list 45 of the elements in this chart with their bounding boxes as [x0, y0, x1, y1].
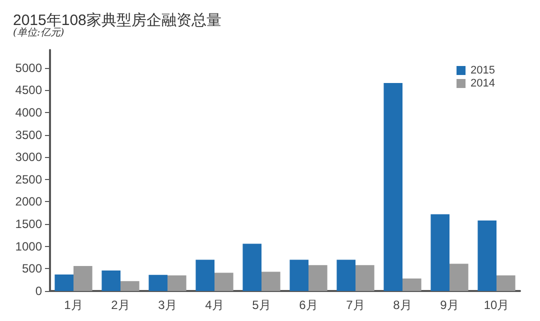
x-tick-label: 3月: [158, 298, 177, 312]
bar: [54, 274, 74, 291]
y-tick-label: 2000: [15, 194, 42, 209]
x-tick-label: 6月: [299, 298, 318, 312]
y-tick-label: 500: [22, 262, 42, 276]
bar: [120, 281, 140, 291]
x-tick-label: 8月: [393, 298, 412, 312]
bar: [450, 264, 468, 291]
y-tick-label: 1500: [15, 217, 42, 232]
bar: [74, 266, 92, 291]
x-tick-label: 5月: [252, 298, 271, 312]
x-tick-label: 7月: [346, 298, 365, 312]
bar: [242, 244, 262, 291]
bar: [402, 278, 422, 291]
y-tick-label: 1000: [15, 239, 42, 254]
y-tick-label: 4000: [15, 105, 42, 120]
bar: [336, 260, 356, 291]
legend-label: 2015: [470, 64, 496, 76]
x-tick-label: 1月: [64, 298, 83, 312]
bar: [214, 272, 234, 291]
chart-title: 2015年108家典型房企融资总量: [13, 12, 222, 29]
bar: [168, 275, 186, 291]
bar: [148, 274, 168, 291]
bar: [102, 270, 120, 291]
x-tick-label: 9月: [440, 298, 459, 312]
y-tick-label: 4500: [15, 83, 42, 98]
legend-label: 2014: [470, 78, 496, 90]
bar: [290, 260, 308, 291]
bar: [262, 272, 280, 291]
x-tick-label: 4月: [205, 298, 224, 312]
bar: [308, 265, 328, 291]
y-tick-label: 3500: [15, 128, 42, 142]
chart-subtitle: (单位:亿元): [13, 26, 64, 38]
x-tick-label: 10月: [484, 298, 510, 312]
y-tick-label: 0: [35, 284, 42, 298]
bar: [430, 214, 450, 291]
y-tick-label: 2500: [15, 172, 42, 186]
bar: [384, 83, 402, 291]
bar: [496, 275, 516, 291]
y-tick-label: 3000: [15, 150, 42, 164]
bar: [196, 260, 214, 291]
bar: [478, 220, 496, 291]
bar: [356, 265, 374, 291]
y-tick-label: 5000: [15, 60, 42, 75]
x-tick-label: 2月: [111, 298, 130, 312]
